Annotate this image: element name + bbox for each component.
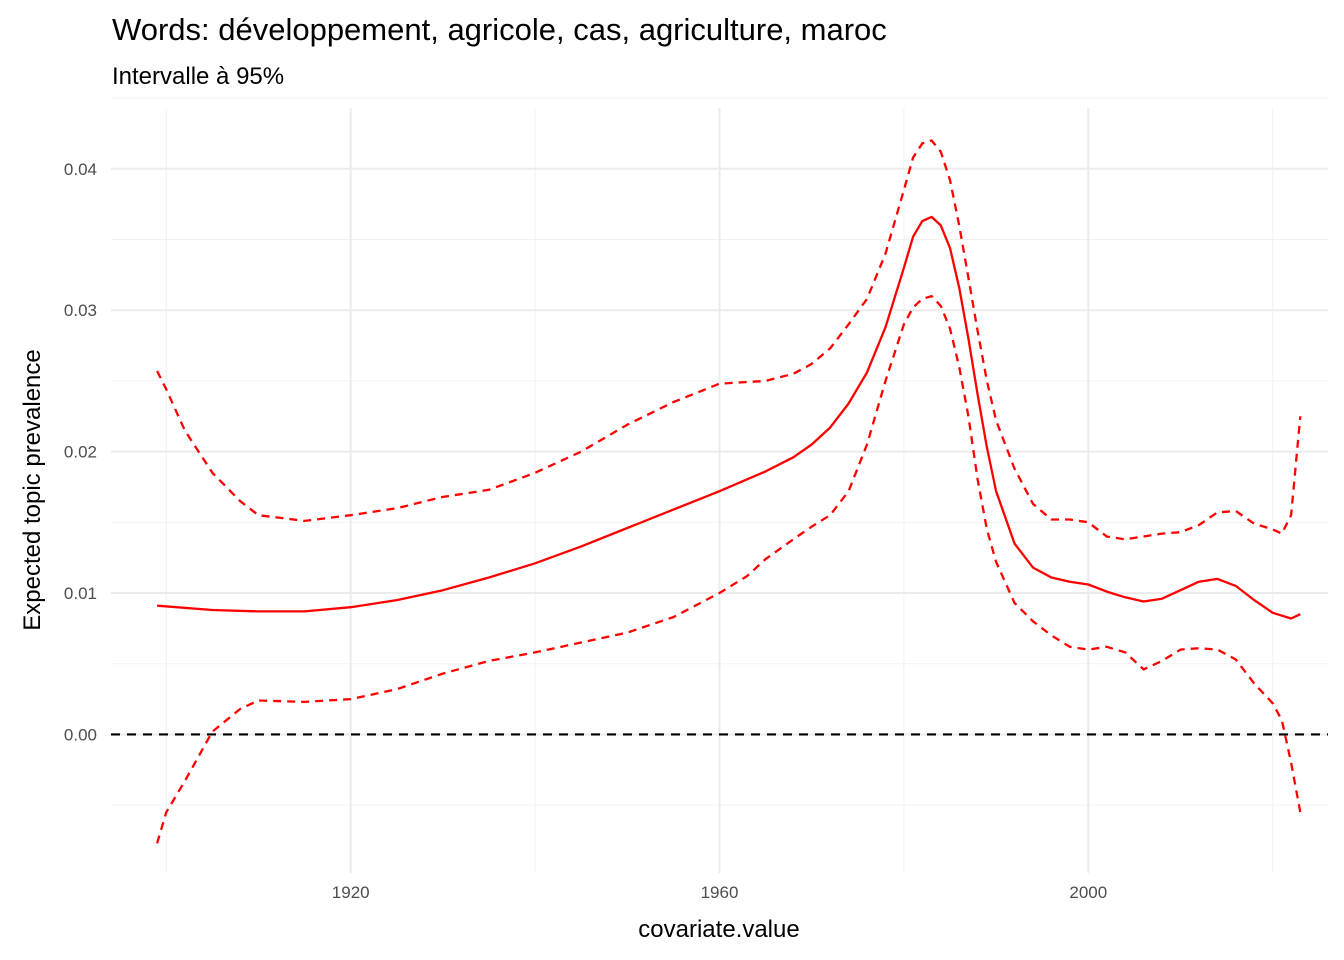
tick-labels: 1920 1960 2000 0.00 0.01 0.02 0.03 0.04 <box>64 160 1107 902</box>
y-tick-label: 0.03 <box>64 301 97 320</box>
series-lines <box>155 139 1302 844</box>
y-tick-label: 0.04 <box>64 160 97 179</box>
estimate-line <box>157 215 1301 620</box>
y-tick-label: 0.02 <box>64 443 97 462</box>
chart-title: Words: développement, agricole, cas, agr… <box>112 12 887 47</box>
lower-95-line <box>155 294 1302 844</box>
x-tick-label: 1960 <box>701 883 739 902</box>
x-axis-title: covariate.value <box>638 916 799 943</box>
x-tick-label: 2000 <box>1069 883 1107 902</box>
y-axis-title: Expected topic prevalence <box>19 349 46 631</box>
upper-95-line <box>156 139 1302 541</box>
y-tick-label: 0.00 <box>64 725 97 744</box>
chart-subtitle: Intervalle à 95% <box>112 63 284 90</box>
x-tick-label: 1920 <box>332 883 370 902</box>
y-tick-label: 0.01 <box>64 584 97 603</box>
